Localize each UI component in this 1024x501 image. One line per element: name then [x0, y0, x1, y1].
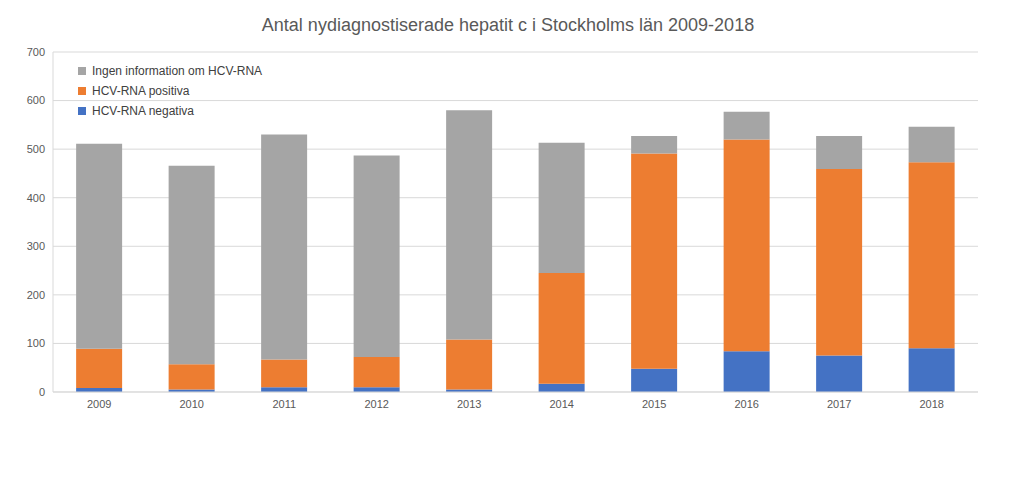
html-text:Antal nydiagnostiserade hepati: Antal nydiagnostiserade hepatit c i Stoc… [261, 15, 755, 35]
svg-text:2016: 2016 [735, 398, 759, 410]
svg-text:300: 300 [27, 240, 45, 252]
svg-text:200: 200 [27, 289, 45, 301]
svg-text:600: 600 [27, 94, 45, 106]
svg-text:2013: 2013 [457, 398, 481, 410]
svg-text:2017: 2017 [827, 398, 851, 410]
svg-text:0: 0 [39, 386, 45, 398]
svg-text:2015: 2015 [642, 398, 666, 410]
svg-text:700: 700 [27, 46, 45, 58]
svg-text:100: 100 [27, 337, 45, 349]
svg-text:400: 400 [27, 192, 45, 204]
svg-text:2018: 2018 [920, 398, 944, 410]
svg-text:2014: 2014 [550, 398, 574, 410]
html-text:HCV-RNA positiva: HCV-RNA positiva [92, 84, 190, 98]
html-text:Ingen information om HCV-RNA: Ingen information om HCV-RNA [92, 64, 263, 78]
svg-text:2009: 2009 [87, 398, 111, 410]
svg-text:2010: 2010 [180, 398, 204, 410]
svg-text:2011: 2011 [272, 398, 296, 410]
svg-text:500: 500 [27, 143, 45, 155]
svg-text:2012: 2012 [365, 398, 389, 410]
html-text:HCV-RNA negativa: HCV-RNA negativa [92, 104, 194, 118]
